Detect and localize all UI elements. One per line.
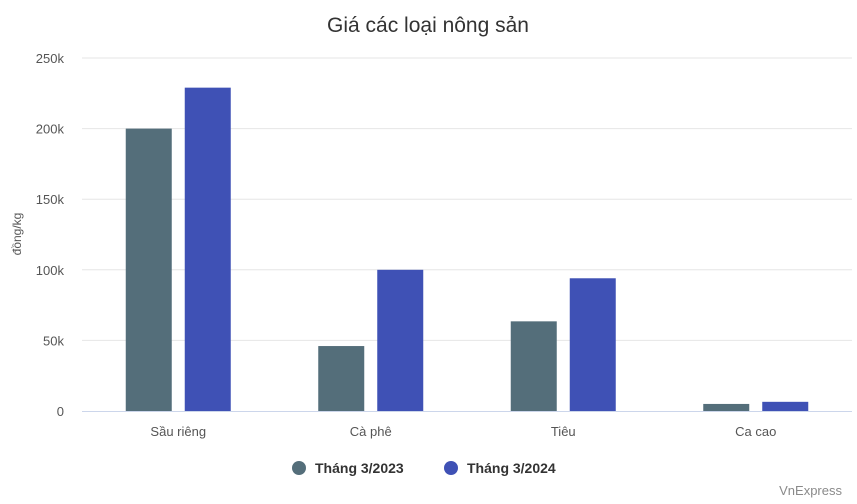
- legend-marker: [444, 461, 458, 475]
- x-tick-label: Cà phê: [350, 424, 392, 439]
- bar: [762, 401, 809, 411]
- y-tick-label: 250k: [36, 51, 65, 66]
- x-axis-ticks: Sầu riêng Cà phê Tiêu Ca cao: [150, 424, 776, 439]
- legend-label: Tháng 3/2023: [315, 460, 404, 476]
- bar: [184, 87, 231, 411]
- credit-text: VnExpress: [779, 483, 842, 498]
- x-tick-label: Sầu riêng: [150, 424, 206, 439]
- x-tick-label: Ca cao: [735, 424, 776, 439]
- bar: [703, 403, 750, 411]
- y-tick-label: 150k: [36, 192, 65, 207]
- bar: [510, 321, 557, 411]
- x-tick-label: Tiêu: [551, 424, 576, 439]
- y-tick-label: 200k: [36, 122, 65, 137]
- y-tick-label: 0: [57, 404, 64, 419]
- bars: [125, 87, 809, 411]
- chart-title: Giá các loại nông sản: [327, 14, 529, 37]
- bar: [569, 278, 616, 411]
- y-axis-label: đồng/kg: [10, 213, 24, 256]
- y-tick-label: 100k: [36, 263, 65, 278]
- y-axis-ticks: 0 50k 100k 150k 200k 250k: [36, 51, 65, 419]
- legend-marker: [292, 461, 306, 475]
- bar: [125, 128, 172, 411]
- legend: Tháng 3/2023 Tháng 3/2024: [292, 460, 556, 476]
- bar: [377, 269, 424, 411]
- y-tick-label: 50k: [43, 333, 64, 348]
- bar: [318, 346, 365, 411]
- legend-label: Tháng 3/2024: [467, 460, 556, 476]
